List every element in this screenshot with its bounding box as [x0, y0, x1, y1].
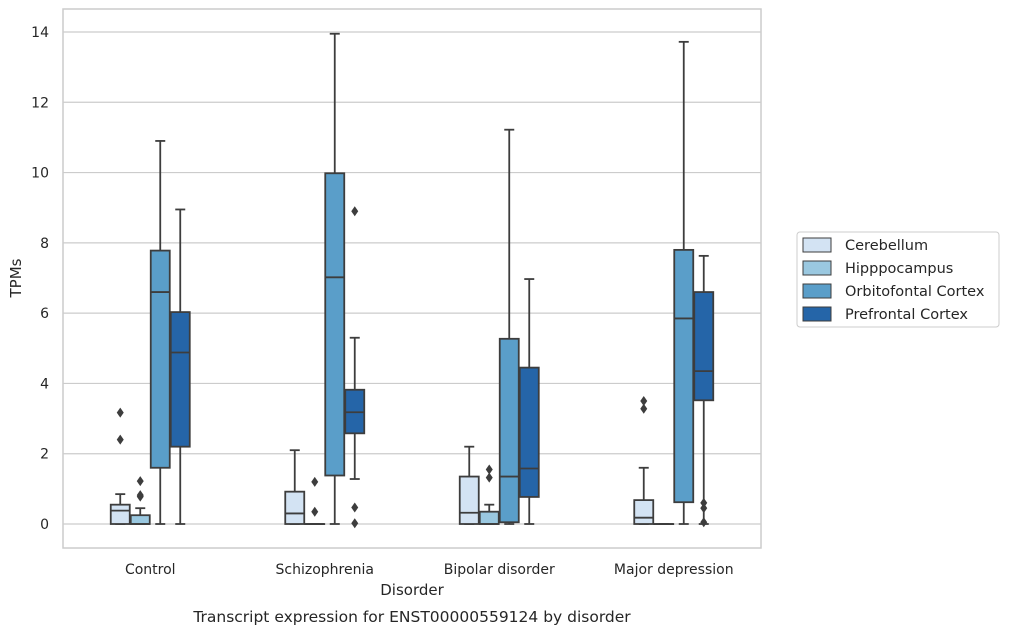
iqr-box	[324, 172, 346, 477]
outlier-point	[136, 490, 144, 501]
legend-swatch	[802, 306, 832, 322]
legend-swatch	[802, 260, 832, 276]
box-groups	[109, 32, 715, 529]
outlier-point	[640, 403, 648, 414]
iqr-box	[518, 366, 540, 498]
box-hipppocampus	[129, 476, 151, 525]
legend: Cerebellum Hipppocampus Orbitofontal Corte…	[796, 231, 1000, 328]
box-prefrontal-cortex	[169, 208, 191, 525]
x-tick-labels: Control Schizophrenia Bipolar disorder Majo…	[125, 562, 734, 578]
plot-frame	[62, 8, 762, 549]
outlier-point	[116, 434, 124, 445]
box-cerebellum	[109, 407, 131, 525]
iqr-box	[149, 249, 171, 469]
y-tick-label: 0	[40, 517, 49, 533]
outlier-point	[485, 472, 493, 483]
box-prefrontal-cortex	[344, 206, 366, 529]
box-prefrontal-cortex	[518, 278, 540, 525]
outlier-point	[700, 497, 708, 508]
y-axis-label: TPMs	[7, 258, 25, 298]
legend-label: Cerebellum	[845, 238, 928, 254]
box-orbitofontal-cortex	[324, 32, 346, 525]
iqr-box	[129, 514, 151, 525]
outlier-point	[311, 476, 319, 487]
box-orbitofontal-cortex	[498, 128, 520, 525]
x-tick-label: Bipolar disorder	[444, 562, 555, 578]
y-tick-label: 2	[40, 447, 49, 463]
legend-swatch	[802, 237, 832, 253]
y-tick-label: 10	[31, 166, 49, 182]
legend-item: Hipppocampus	[802, 260, 953, 277]
y-tick-label: 4	[40, 376, 49, 392]
iqr-box	[693, 291, 715, 402]
outlier-point	[116, 407, 124, 418]
box-hipppocampus	[478, 464, 500, 525]
x-axis-label: Disorder	[380, 581, 444, 599]
box-prefrontal-cortex	[693, 254, 715, 528]
y-tick-label: 14	[31, 25, 49, 41]
outlier-point	[311, 506, 319, 517]
box-cerebellum	[633, 396, 655, 525]
iqr-box	[284, 490, 306, 525]
legend-item: Orbitofontal Cortex	[802, 283, 985, 300]
iqr-box	[109, 503, 131, 525]
x-tick-label: Control	[125, 562, 176, 578]
x-tick-label: Schizophrenia	[276, 562, 374, 578]
x-tick-label: Major depression	[614, 562, 734, 578]
outlier-point	[485, 464, 493, 475]
legend-item: Prefrontal Cortex	[802, 306, 968, 323]
iqr-box	[169, 311, 191, 448]
iqr-box	[478, 510, 500, 525]
iqr-box	[458, 475, 480, 525]
legend-item: Cerebellum	[802, 237, 928, 254]
box-cerebellum	[458, 445, 480, 525]
legend-label: Prefrontal Cortex	[845, 307, 968, 323]
iqr-box	[498, 337, 520, 524]
outlier-point	[700, 517, 708, 528]
outlier-point	[700, 503, 708, 514]
box-hipppocampus	[304, 476, 326, 526]
y-tick-label: 8	[40, 236, 49, 252]
y-tick-label: 12	[31, 95, 49, 111]
outlier-point	[351, 502, 359, 513]
y-tick-labels: 0 2 4 6 8 10 12 14	[31, 25, 49, 533]
outlier-point	[351, 206, 359, 217]
chart-caption: Transcript expression for ENST0000055912…	[192, 608, 631, 626]
outlier-point	[136, 476, 144, 487]
legend-label: Hipppocampus	[845, 261, 953, 277]
iqr-box	[633, 499, 655, 525]
box-orbitofontal-cortex	[149, 140, 171, 525]
iqr-box	[673, 248, 695, 504]
outlier-point	[640, 396, 648, 406]
legend-swatch	[802, 283, 832, 299]
legend-label: Orbitofontal Cortex	[845, 284, 985, 300]
box-orbitofontal-cortex	[673, 40, 695, 525]
y-tick-label: 6	[40, 306, 49, 322]
legend-frame	[796, 231, 1000, 328]
box-cerebellum	[284, 449, 306, 525]
outlier-point	[351, 518, 359, 529]
